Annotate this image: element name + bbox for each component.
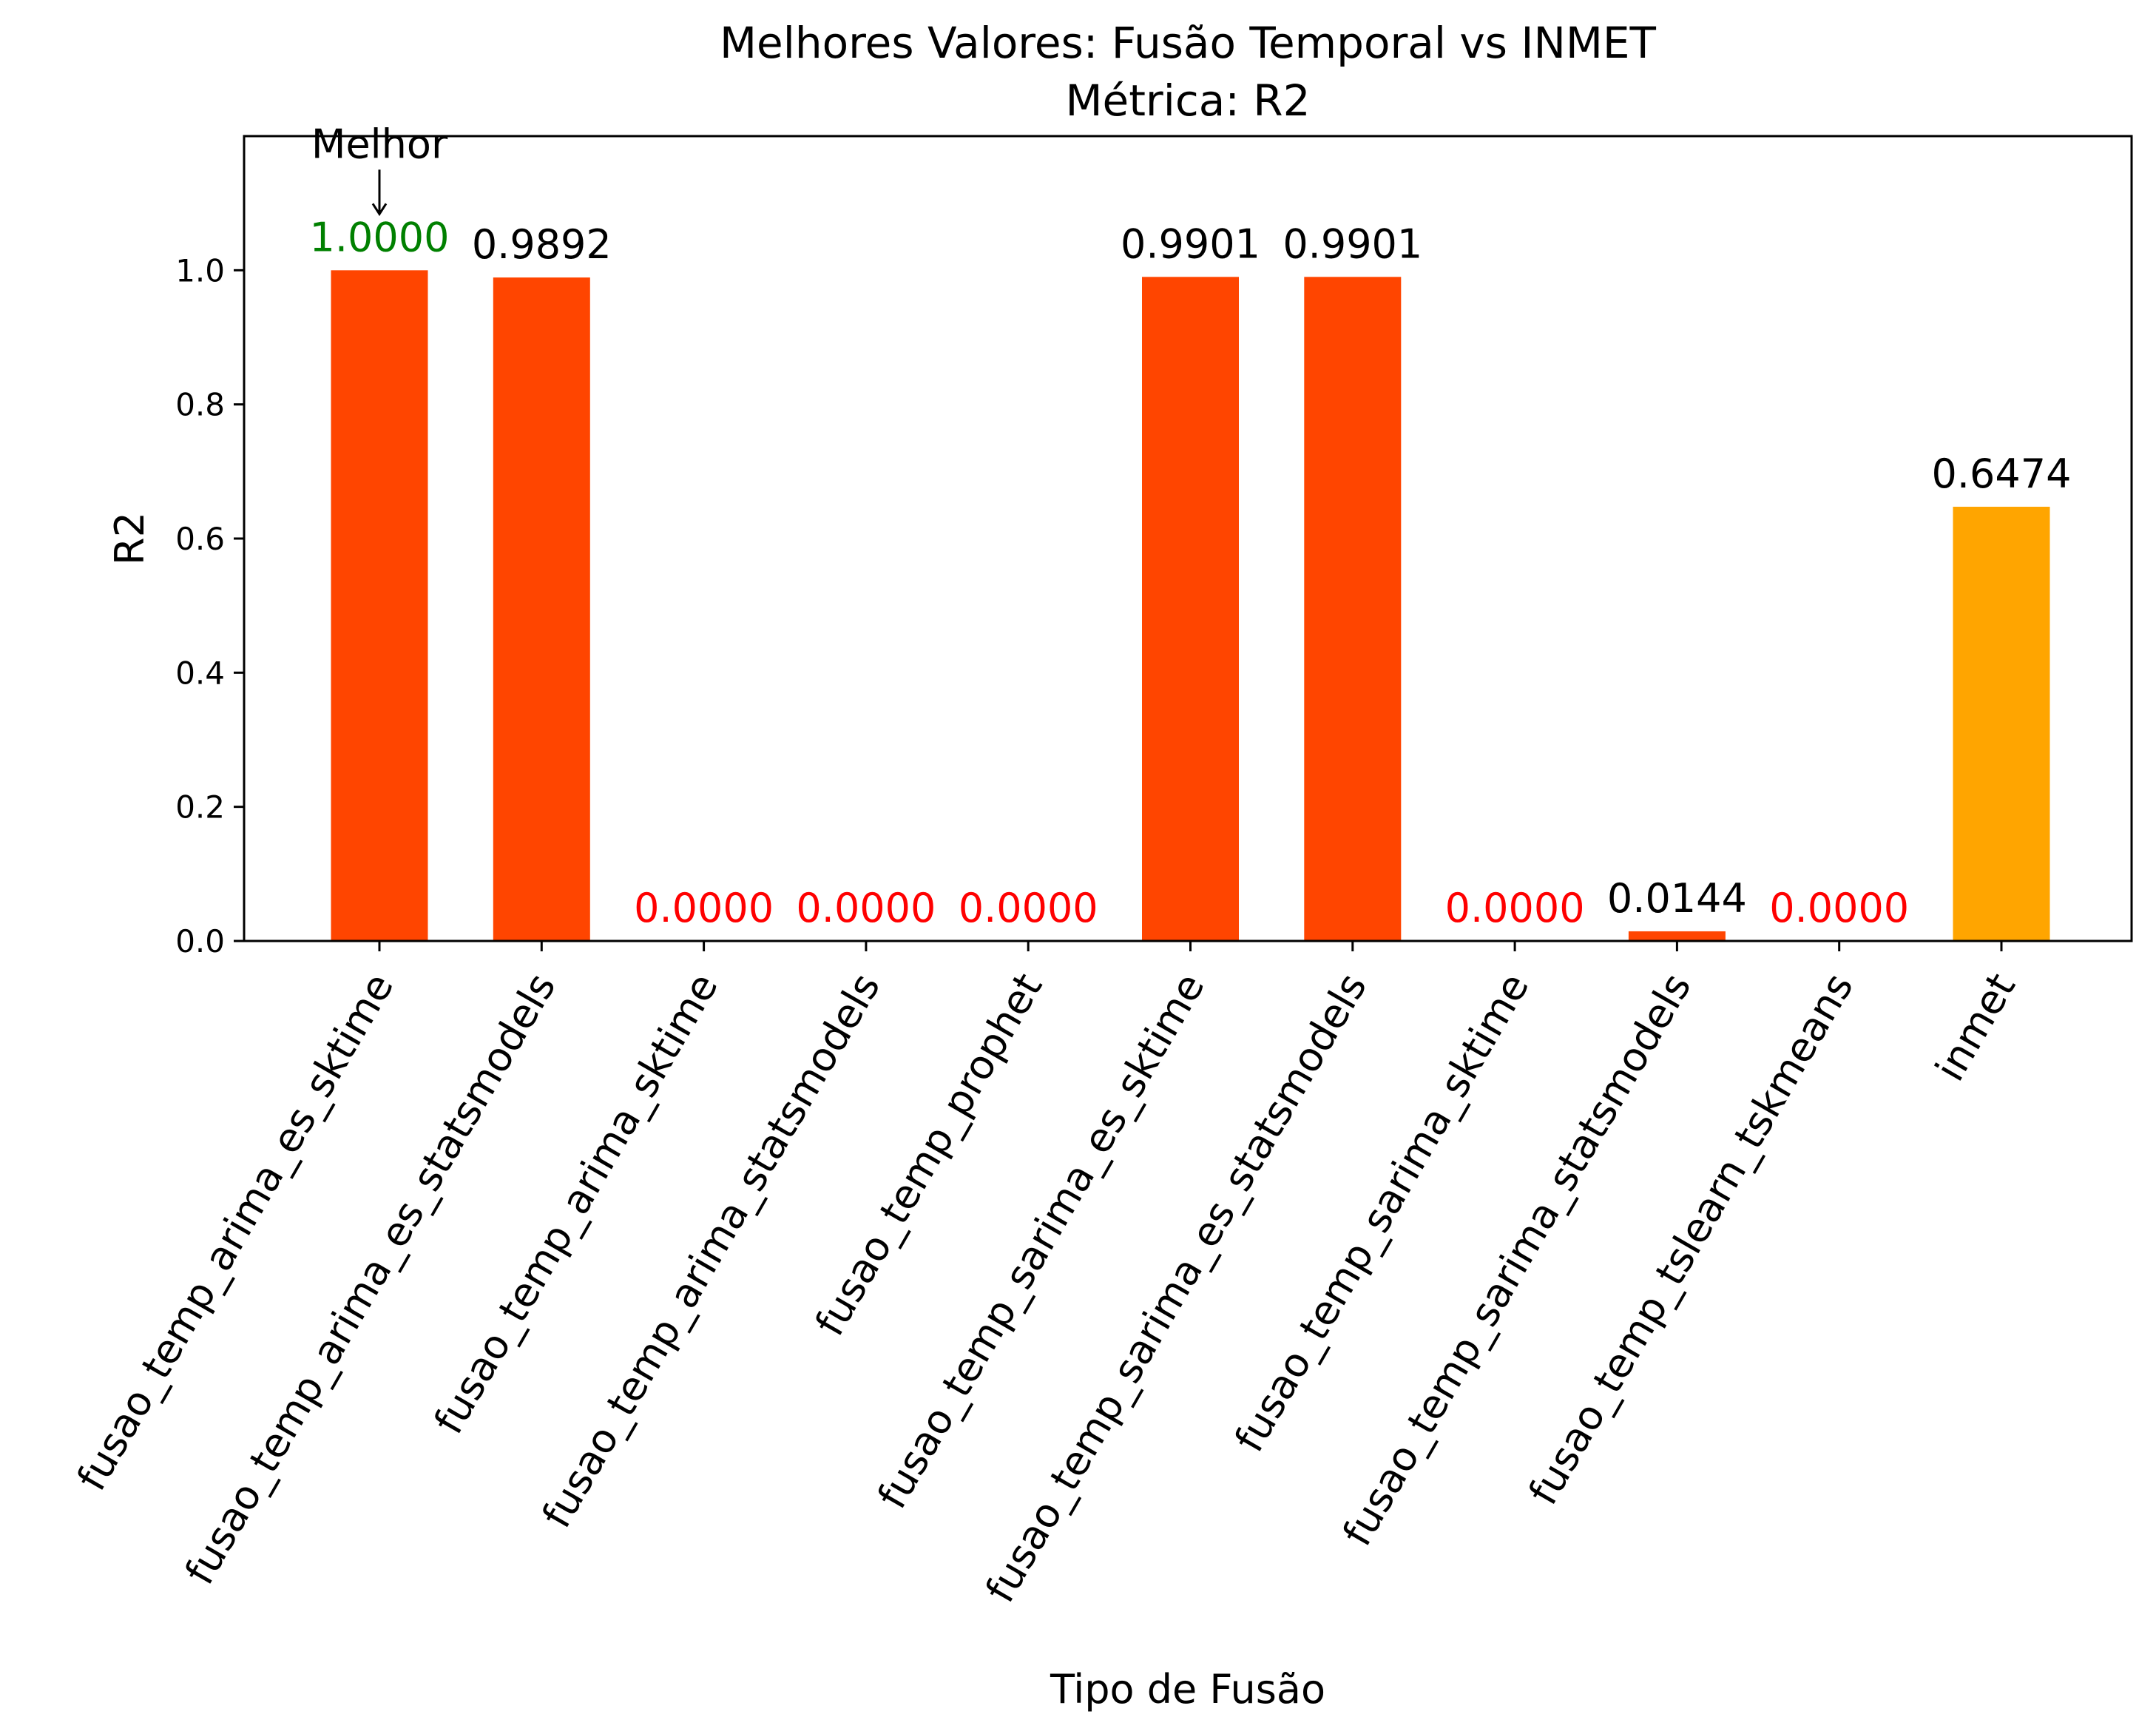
value-label: 0.0000 (634, 885, 774, 931)
bar-fusao_temp_arima_es_sktime (331, 270, 428, 941)
value-label: 0.0144 (1607, 875, 1747, 922)
bar-fusao_temp_sarima_es_sktime (1142, 277, 1239, 941)
value-label: 0.9901 (1121, 220, 1260, 267)
chart-title: Melhores Valores: Fusão Temporal vs INME… (720, 18, 1657, 68)
annotation-text: Melhor (311, 121, 448, 167)
y-axis-label: R2 (107, 512, 153, 565)
value-label: 0.9892 (472, 221, 612, 268)
value-label: 0.9901 (1283, 220, 1422, 267)
bar-fusao_temp_arima_es_statsmodels (493, 277, 590, 941)
bar-inmet (1953, 507, 2050, 941)
value-label: 0.6474 (1932, 451, 2072, 497)
y-tick-label: 1.0 (175, 252, 225, 289)
value-label: 0.0000 (796, 885, 936, 931)
y-tick-label: 0.0 (175, 923, 225, 959)
value-label: 0.0000 (959, 885, 1098, 931)
value-label: 0.0000 (1445, 885, 1585, 931)
y-tick-label: 0.4 (175, 655, 225, 691)
value-label: 1.0000 (310, 214, 450, 260)
y-tick-label: 0.6 (175, 521, 225, 557)
plot-frame (243, 135, 2133, 942)
y-tick-label: 0.8 (175, 387, 225, 423)
y-tick-label: 0.2 (175, 789, 225, 826)
value-label: 0.0000 (1769, 885, 1909, 931)
bar-fusao_temp_sarima_statsmodels (1628, 931, 1726, 941)
bar-fusao_temp_sarima_es_statsmodels (1304, 277, 1402, 941)
chart-subtitle: Métrica: R2 (1065, 75, 1310, 126)
x-axis-label: Tipo de Fusão (1050, 1666, 1325, 1713)
annotation-arrow-head (371, 203, 388, 217)
